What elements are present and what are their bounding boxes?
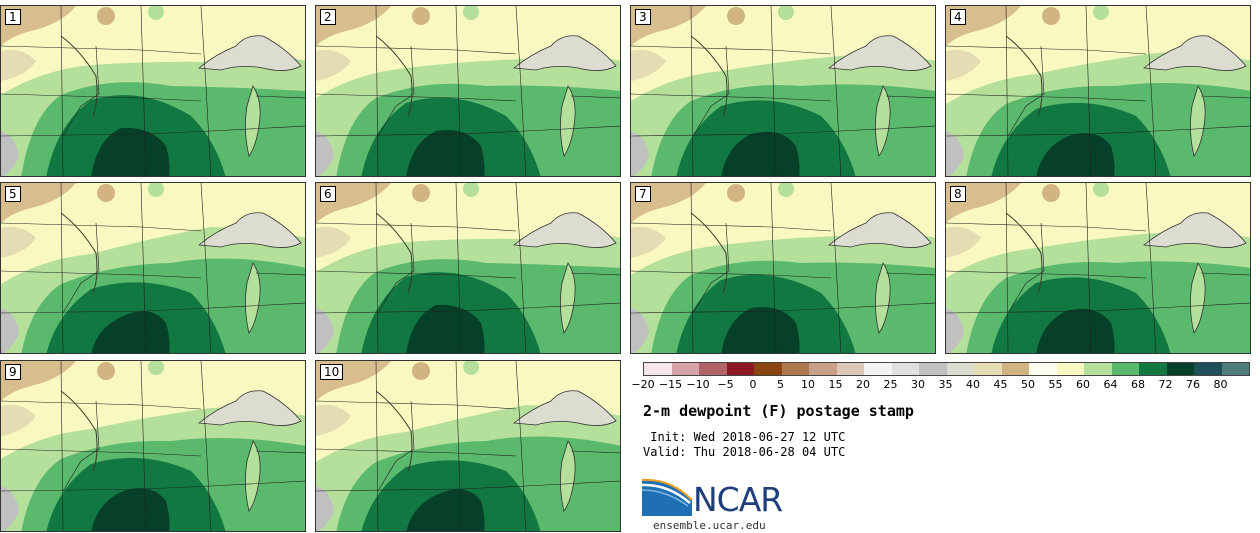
- colorbar-segment: [671, 363, 699, 375]
- colorbar-segment: [946, 363, 974, 375]
- colorbar-tick-label: 0: [749, 378, 757, 391]
- colorbar-tick-label: −20: [631, 378, 655, 391]
- member-map-10: 10: [315, 360, 621, 532]
- dewpoint-map: [1, 183, 305, 353]
- colorbar-segment: [864, 363, 892, 375]
- colorbar-segment: [1166, 363, 1194, 375]
- colorbar-segment: [781, 363, 809, 375]
- member-label: 4: [950, 9, 966, 25]
- member-map-8: 8: [945, 182, 1251, 354]
- member-label: 3: [635, 9, 651, 25]
- colorbar-segment: [1221, 363, 1249, 375]
- plot-title: 2-m dewpoint (F) postage stamp: [643, 402, 914, 420]
- colorbar-tick-label: 50: [1021, 378, 1035, 391]
- member-map-6: 6: [315, 182, 621, 354]
- dewpoint-map: [316, 361, 620, 531]
- colorbar-segment: [891, 363, 919, 375]
- init-time: Init: Wed 2018-06-27 12 UTC: [643, 430, 846, 444]
- member-map-9: 9: [0, 360, 306, 532]
- colorbar-tick-label: 10: [801, 378, 815, 391]
- colorbar-tick-label: 30: [911, 378, 925, 391]
- member-map-5: 5: [0, 182, 306, 354]
- colorbar-segment: [1056, 363, 1084, 375]
- ncar-logo-icon: [642, 478, 693, 516]
- member-map-1: 1: [0, 5, 306, 177]
- dewpoint-map: [1, 361, 305, 531]
- colorbar-tick-label: −5: [717, 378, 734, 391]
- member-label: 5: [5, 186, 21, 202]
- ncar-logo-text: NCAR: [693, 480, 783, 519]
- colorbar-segment: [1111, 363, 1139, 375]
- colorbar-segment: [836, 363, 864, 375]
- member-map-3: 3: [630, 5, 936, 177]
- colorbar-tick-label: 60: [1076, 378, 1090, 391]
- dewpoint-map: [1, 6, 305, 176]
- colorbar-segment: [644, 363, 672, 375]
- colorbar-segment: [726, 363, 754, 375]
- colorbar-tick-label: 64: [1103, 378, 1118, 391]
- colorbar-tick-label: 25: [883, 378, 898, 391]
- colorbar-tick-label: 40: [966, 378, 980, 391]
- colorbar-segment: [1139, 363, 1167, 375]
- colorbar-tick-label: 55: [1048, 378, 1063, 391]
- member-label: 8: [950, 186, 966, 202]
- dewpoint-map: [946, 6, 1250, 176]
- colorbar-segment: [919, 363, 947, 375]
- member-map-2: 2: [315, 5, 621, 177]
- dewpoint-map: [316, 6, 620, 176]
- colorbar-ticks: −20 −15 −10 −5 0 5 10 15 20 25 30 35 40 45 50 55 60 64 68 7…: [631, 378, 1250, 392]
- colorbar-segment: [1194, 363, 1222, 375]
- member-label: 7: [635, 186, 651, 202]
- colorbar-tick-label: 80: [1213, 378, 1228, 391]
- dewpoint-map: [631, 6, 935, 176]
- member-map-4: 4: [945, 5, 1251, 177]
- dewpoint-map: [316, 183, 620, 353]
- colorbar-segment: [754, 363, 782, 375]
- ensemble-url[interactable]: ensemble.ucar.edu: [653, 519, 766, 532]
- colorbar-tick-label: 76: [1186, 378, 1200, 391]
- member-label: 2: [320, 9, 336, 25]
- colorbar-tick-label: 72: [1158, 378, 1173, 391]
- colorbar-tick-label: 15: [828, 378, 843, 391]
- dewpoint-map: [946, 183, 1250, 353]
- colorbar-segment: [699, 363, 727, 375]
- colorbar-tick-label: 45: [993, 378, 1008, 391]
- colorbar-tick-label: −10: [686, 378, 710, 391]
- colorbar-segment: [809, 363, 837, 375]
- member-label: 10: [320, 364, 344, 380]
- colorbar-segment: [1029, 363, 1057, 375]
- member-label: 6: [320, 186, 336, 202]
- dewpoint-map: [631, 183, 935, 353]
- colorbar-tick-label: 20: [856, 378, 870, 391]
- colorbar-tick-label: −15: [658, 378, 683, 391]
- member-label: 9: [5, 364, 21, 380]
- member-map-7: 7: [630, 182, 936, 354]
- valid-time: Valid: Thu 2018-06-28 04 UTC: [643, 445, 846, 459]
- colorbar-tick-label: 5: [777, 378, 784, 391]
- member-label: 1: [5, 9, 21, 25]
- colorbar-tick-label: 68: [1131, 378, 1145, 391]
- colorbar-segment: [1001, 363, 1029, 375]
- colorbar: [643, 362, 1250, 376]
- colorbar-segment: [974, 363, 1002, 375]
- colorbar-tick-label: 35: [938, 378, 953, 391]
- colorbar-segment: [1084, 363, 1112, 375]
